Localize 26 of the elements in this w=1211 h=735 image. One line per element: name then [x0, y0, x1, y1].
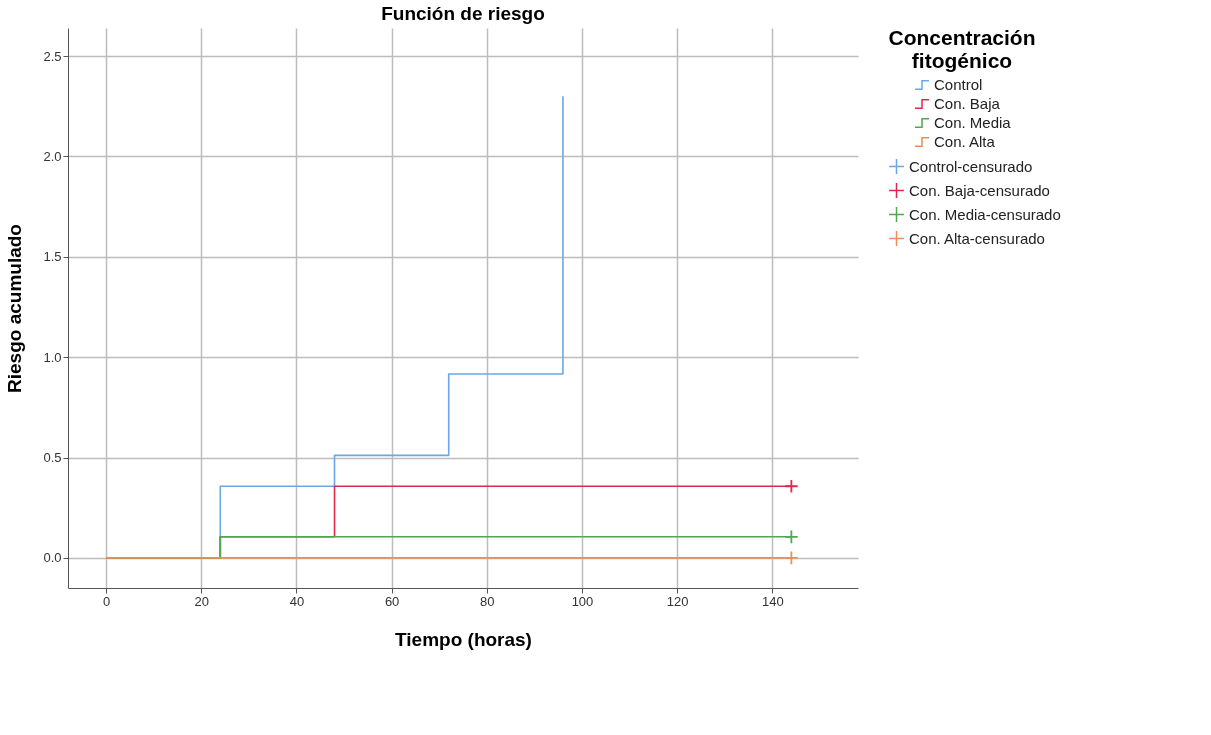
- x-tick-label: 0: [102, 593, 111, 609]
- x-tick-label: 80: [480, 593, 495, 609]
- y-tick-label: 2.0: [43, 148, 62, 164]
- x-axis-title: Tiempo (horas): [395, 628, 532, 650]
- x-tick-label: 40: [289, 593, 305, 609]
- y-tick-label: 0.0: [43, 550, 62, 566]
- legend-label: Con. Alta: [934, 133, 996, 150]
- y-tick-label: 1.0: [43, 349, 62, 365]
- y-tick-label: 1.5: [43, 249, 62, 265]
- x-tick-label: 140: [761, 593, 784, 609]
- x-tick-label: 20: [194, 593, 209, 609]
- legend-label: Control: [934, 76, 983, 93]
- legend-label: Con. Alta-censurado: [909, 229, 1045, 247]
- x-tick-label: 120: [666, 593, 689, 609]
- x-tick-label: 100: [571, 593, 594, 609]
- legend-label: Con. Baja: [934, 95, 1001, 112]
- legend-label: Con. Media-censurado: [909, 205, 1061, 223]
- legend-label: Control-censurado: [909, 157, 1033, 175]
- y-tick-label: 0.5: [43, 450, 62, 466]
- x-tick-label: 60: [384, 593, 400, 609]
- legend-label: Con. Media: [934, 114, 1012, 131]
- chart-title: Función de riesgo: [381, 3, 545, 24]
- legend-title: Concentración fitogénico: [888, 26, 1036, 72]
- legend-label: Con. Baja-censurado: [909, 181, 1050, 199]
- y-tick-label: 2.5: [43, 48, 62, 64]
- y-axis-title: Riesgo acumulado: [4, 224, 26, 393]
